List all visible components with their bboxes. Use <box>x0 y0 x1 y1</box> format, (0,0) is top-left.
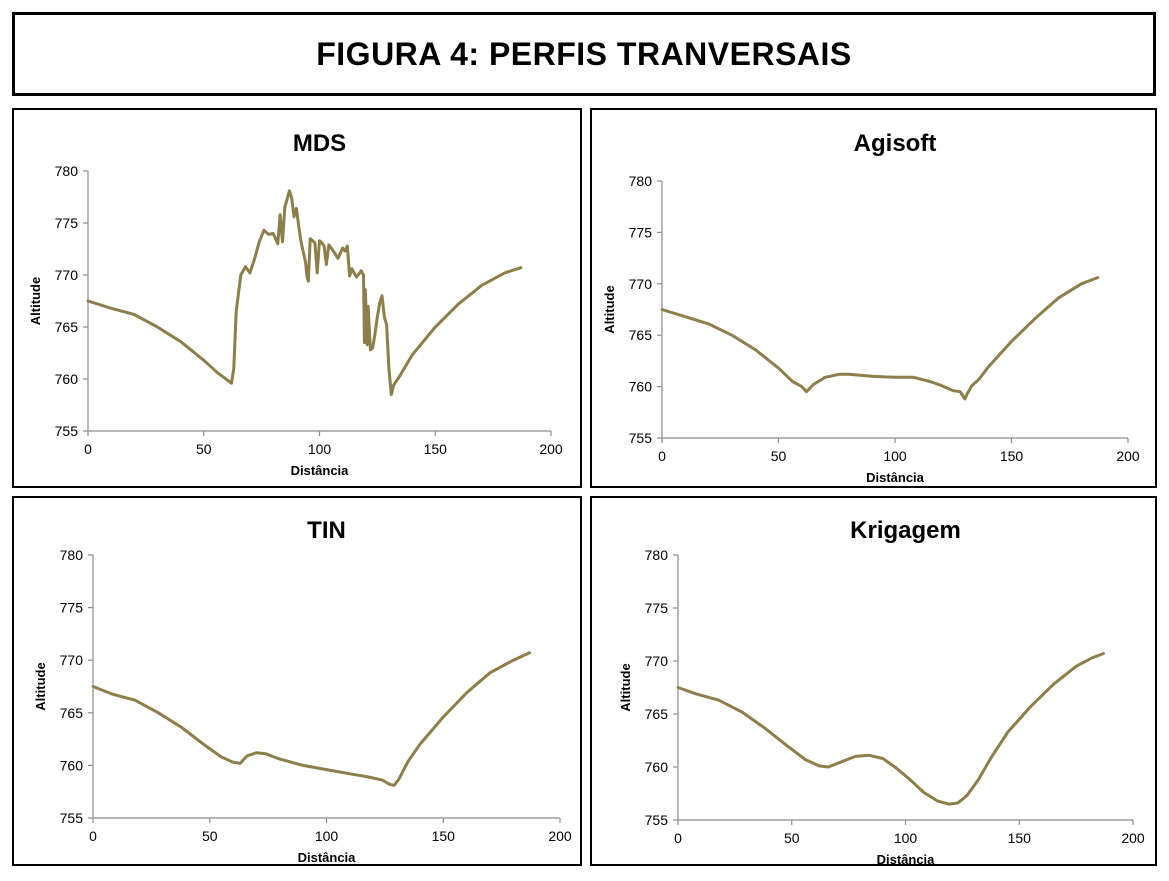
x-tick-label: 100 <box>883 448 907 464</box>
y-tick-label: 775 <box>629 224 653 240</box>
y-tick-label: 770 <box>60 652 84 668</box>
x-tick-label: 50 <box>784 830 800 846</box>
chart-panel-agisoft: Agisoft 755 760 765 770 775 780 0 50 100 150 200 Dis… <box>590 108 1157 488</box>
chart-svg: MDS 755 760 765 770 775 780 0 50 100 150 200 Distânc… <box>28 130 563 478</box>
y-tick-label: 765 <box>60 705 84 721</box>
x-tick-label: 100 <box>315 828 339 844</box>
chart-title: Agisoft <box>854 130 937 157</box>
x-tick-label: 200 <box>539 441 563 457</box>
x-tick-label: 150 <box>1008 830 1032 846</box>
y-tick-label: 765 <box>645 706 669 722</box>
y-tick-label: 760 <box>60 757 84 773</box>
chart-panel-krigagem: Krigagem 755 760 765 770 775 780 0 50 100 150 200 Di… <box>590 496 1157 867</box>
y-tick-label: 755 <box>55 423 79 439</box>
y-tick-label: 775 <box>60 600 84 616</box>
y-tick-label: 760 <box>55 371 79 387</box>
y-axis-label: Altitude <box>618 663 633 711</box>
y-tick-label: 780 <box>55 163 79 179</box>
chart-panel-mds: MDS 755 760 765 770 775 780 0 50 100 150 200 Distânc… <box>12 108 582 488</box>
x-tick-label: 0 <box>84 441 92 457</box>
x-tick-label: 150 <box>424 441 448 457</box>
y-tick-label: 770 <box>55 267 79 283</box>
x-axis-label: Distância <box>877 852 936 867</box>
x-tick-label: 150 <box>432 828 456 844</box>
x-tick-label: 200 <box>548 828 572 844</box>
series-line <box>91 651 532 787</box>
y-axis-label: Altitude <box>28 277 43 325</box>
chart-title: TIN <box>307 517 346 544</box>
figure-title: FIGURA 4: PERFIS TRANVERSAIS <box>316 35 852 72</box>
y-tick-label: 780 <box>60 547 84 563</box>
series-line <box>86 189 523 397</box>
chart-panel-tin: TIN 755 760 765 770 775 780 0 50 100 150 200 Distânc… <box>12 496 582 866</box>
y-axis-label: Altitude <box>33 662 48 710</box>
y-tick-label: 770 <box>629 276 653 292</box>
x-tick-label: 50 <box>202 828 218 844</box>
series-line <box>676 652 1105 806</box>
series-line <box>660 276 1100 401</box>
x-tick-label: 0 <box>658 448 666 464</box>
y-tick-label: 760 <box>645 759 669 775</box>
y-tick-label: 770 <box>645 653 669 669</box>
y-tick-label: 765 <box>55 319 79 335</box>
x-tick-label: 200 <box>1116 448 1140 464</box>
x-tick-label: 200 <box>1121 830 1145 846</box>
chart-svg: TIN 755 760 765 770 775 780 0 50 100 150 200 Distânc… <box>33 517 572 865</box>
x-tick-label: 50 <box>771 448 787 464</box>
y-tick-label: 775 <box>645 600 669 616</box>
figure-title-box: FIGURA 4: PERFIS TRANVERSAIS <box>12 12 1156 96</box>
x-axis-label: Distância <box>291 463 350 478</box>
chart-svg: Agisoft 755 760 765 770 775 780 0 50 100 150 200 Dis… <box>602 130 1140 485</box>
y-tick-label: 755 <box>629 430 653 446</box>
chart-title: MDS <box>293 130 346 157</box>
chart-svg: Krigagem 755 760 765 770 775 780 0 50 100 150 200 Di… <box>618 517 1145 867</box>
x-tick-label: 100 <box>308 441 332 457</box>
y-tick-label: 780 <box>629 173 653 189</box>
x-tick-label: 50 <box>196 441 212 457</box>
x-tick-label: 0 <box>674 830 682 846</box>
y-tick-label: 780 <box>645 547 669 563</box>
y-tick-label: 755 <box>645 812 669 828</box>
y-tick-label: 760 <box>629 379 653 395</box>
x-tick-label: 100 <box>894 830 918 846</box>
y-tick-label: 765 <box>629 327 653 343</box>
chart-title: Krigagem <box>850 517 961 544</box>
x-tick-label: 150 <box>1000 448 1024 464</box>
x-axis-label: Distância <box>298 850 357 865</box>
y-tick-label: 755 <box>60 810 84 826</box>
y-tick-label: 775 <box>55 215 79 231</box>
y-axis-label: Altitude <box>602 285 617 333</box>
x-tick-label: 0 <box>89 828 97 844</box>
x-axis-label: Distância <box>866 470 925 485</box>
